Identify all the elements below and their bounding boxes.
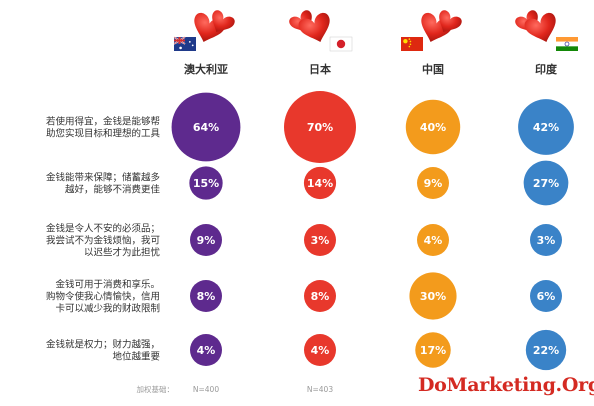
bubble-value-label: 70% <box>307 121 333 134</box>
sample-size-label: N=403 <box>307 385 333 394</box>
bubble-circle <box>304 334 336 366</box>
bubble-circle <box>409 272 457 320</box>
australia-flag-icon <box>173 36 196 51</box>
row-label-line: 卡可以减少我的财政限制 <box>55 303 160 315</box>
bubbles: 64% 15% 9% 8% 4% 70% 14% 3% 8% 4% 40% 9% 4% 30% 17% 42%… <box>171 91 574 371</box>
bubble-value-label: 30% <box>420 290 446 303</box>
bubble-value-label: 27% <box>533 177 559 190</box>
bubble-value-label: 42% <box>533 121 559 134</box>
bubble: 64% <box>171 92 241 162</box>
bubble: 9% <box>417 167 449 199</box>
bubble: 4% <box>190 334 222 366</box>
country-label: 中国 <box>422 62 444 76</box>
row-label-line: 金钱是令人不安的必须品； <box>46 223 160 235</box>
bubble-value-label: 3% <box>537 234 556 247</box>
bubble-circle <box>190 280 222 312</box>
bubble: 3% <box>530 224 562 256</box>
row-label-line: 地位越重要 <box>112 351 160 363</box>
bubble: 22% <box>525 329 567 371</box>
row-label-line: 金钱就是权力；财力越强， <box>46 339 160 351</box>
bubble-circle <box>304 280 336 312</box>
bubble-circle <box>171 92 241 162</box>
bubble-circle <box>405 99 461 155</box>
bubble-circle <box>417 167 449 199</box>
bubble-value-label: 40% <box>420 121 446 134</box>
bubble-circle <box>415 332 451 368</box>
base-label: 加权基础： <box>137 384 175 394</box>
bubble-circle <box>304 224 336 256</box>
bubble-circle <box>417 224 449 256</box>
bubble-circle <box>189 166 223 200</box>
bubble-value-label: 14% <box>307 177 333 190</box>
column-header: 印度 <box>513 8 578 76</box>
bubble-value-label: 4% <box>197 344 216 357</box>
bubble-value-label: 6% <box>537 290 556 303</box>
row-labels: 若使用得宜，金钱是能够帮助您实现目标和理想的工具金钱能带来保障；储蓄越多越好，能… <box>46 116 161 363</box>
row-label-line: 我尝试不为金钱烦恼，我可 <box>46 235 160 247</box>
bubble-value-label: 4% <box>311 344 330 357</box>
row-label: 金钱就是权力；财力越强，地位越重要 <box>46 339 160 363</box>
sample-size-label: N=400 <box>193 385 219 394</box>
bubble: 8% <box>190 280 222 312</box>
bubble: 3% <box>304 224 336 256</box>
country-label: 印度 <box>535 62 558 76</box>
bubble-circle <box>530 280 562 312</box>
bubble: 27% <box>523 160 569 206</box>
bubble: 30% <box>409 272 457 320</box>
bubble: 9% <box>190 224 222 256</box>
bubble-value-label: 64% <box>193 121 219 134</box>
china-flag-icon <box>401 37 423 51</box>
row-label-line: 金钱能带来保障；储蓄越多 <box>46 172 160 184</box>
bubble-circle <box>284 91 356 163</box>
bubble-value-label: 3% <box>311 234 330 247</box>
bubble: 4% <box>417 224 449 256</box>
bubble-circle <box>303 166 337 200</box>
bubble: 17% <box>415 332 451 368</box>
row-label-line: 金钱可用于消费和享乐。 <box>55 279 160 291</box>
row-label-line: 购物令使我心情愉快，信用 <box>46 291 160 303</box>
bubble-value-label: 22% <box>533 344 559 357</box>
bubble: 40% <box>405 99 461 155</box>
column-header: 日本 <box>287 8 353 76</box>
bubble-value-label: 8% <box>197 290 216 303</box>
bubble-circle <box>530 224 562 256</box>
bubble-value-label: 15% <box>193 177 219 190</box>
bubble: 14% <box>303 166 337 200</box>
bubble: 4% <box>304 334 336 366</box>
bubble: 15% <box>189 166 223 200</box>
bubble-value-label: 8% <box>311 290 330 303</box>
bubble-value-label: 9% <box>197 234 216 247</box>
bubble-circle <box>190 224 222 256</box>
bubble: 42% <box>518 99 574 155</box>
bubble-circle <box>518 99 574 155</box>
watermark: DoMarketing.Org <box>418 374 594 396</box>
bubble: 8% <box>304 280 336 312</box>
bubble-value-label: 4% <box>424 234 443 247</box>
country-label: 日本 <box>309 62 331 76</box>
footer: 加权基础： N=400 N=403 <box>137 384 334 394</box>
row-label-line: 若使用得宜，金钱是能够帮 <box>46 116 160 128</box>
bubble-value-label: 9% <box>424 177 443 190</box>
bubble-circle <box>190 334 222 366</box>
bubble: 70% <box>284 91 356 163</box>
column-headers: 澳大利亚 日本 中国 印度 <box>173 8 578 76</box>
bubble: 6% <box>530 280 562 312</box>
row-label-line: 以迟些才为此担忧 <box>84 247 161 259</box>
india-flag-icon <box>556 37 578 51</box>
bubble-circle <box>525 329 567 371</box>
country-label: 澳大利亚 <box>184 62 228 76</box>
column-header: 中国 <box>401 8 464 76</box>
column-header: 澳大利亚 <box>173 8 237 76</box>
row-label-line: 助您实现目标和理想的工具 <box>46 128 161 140</box>
bubble-value-label: 17% <box>420 344 446 357</box>
row-label-line: 越好，能够不消费更佳 <box>65 184 161 196</box>
japan-flag-icon <box>329 36 353 52</box>
bubble-circle <box>523 160 569 206</box>
